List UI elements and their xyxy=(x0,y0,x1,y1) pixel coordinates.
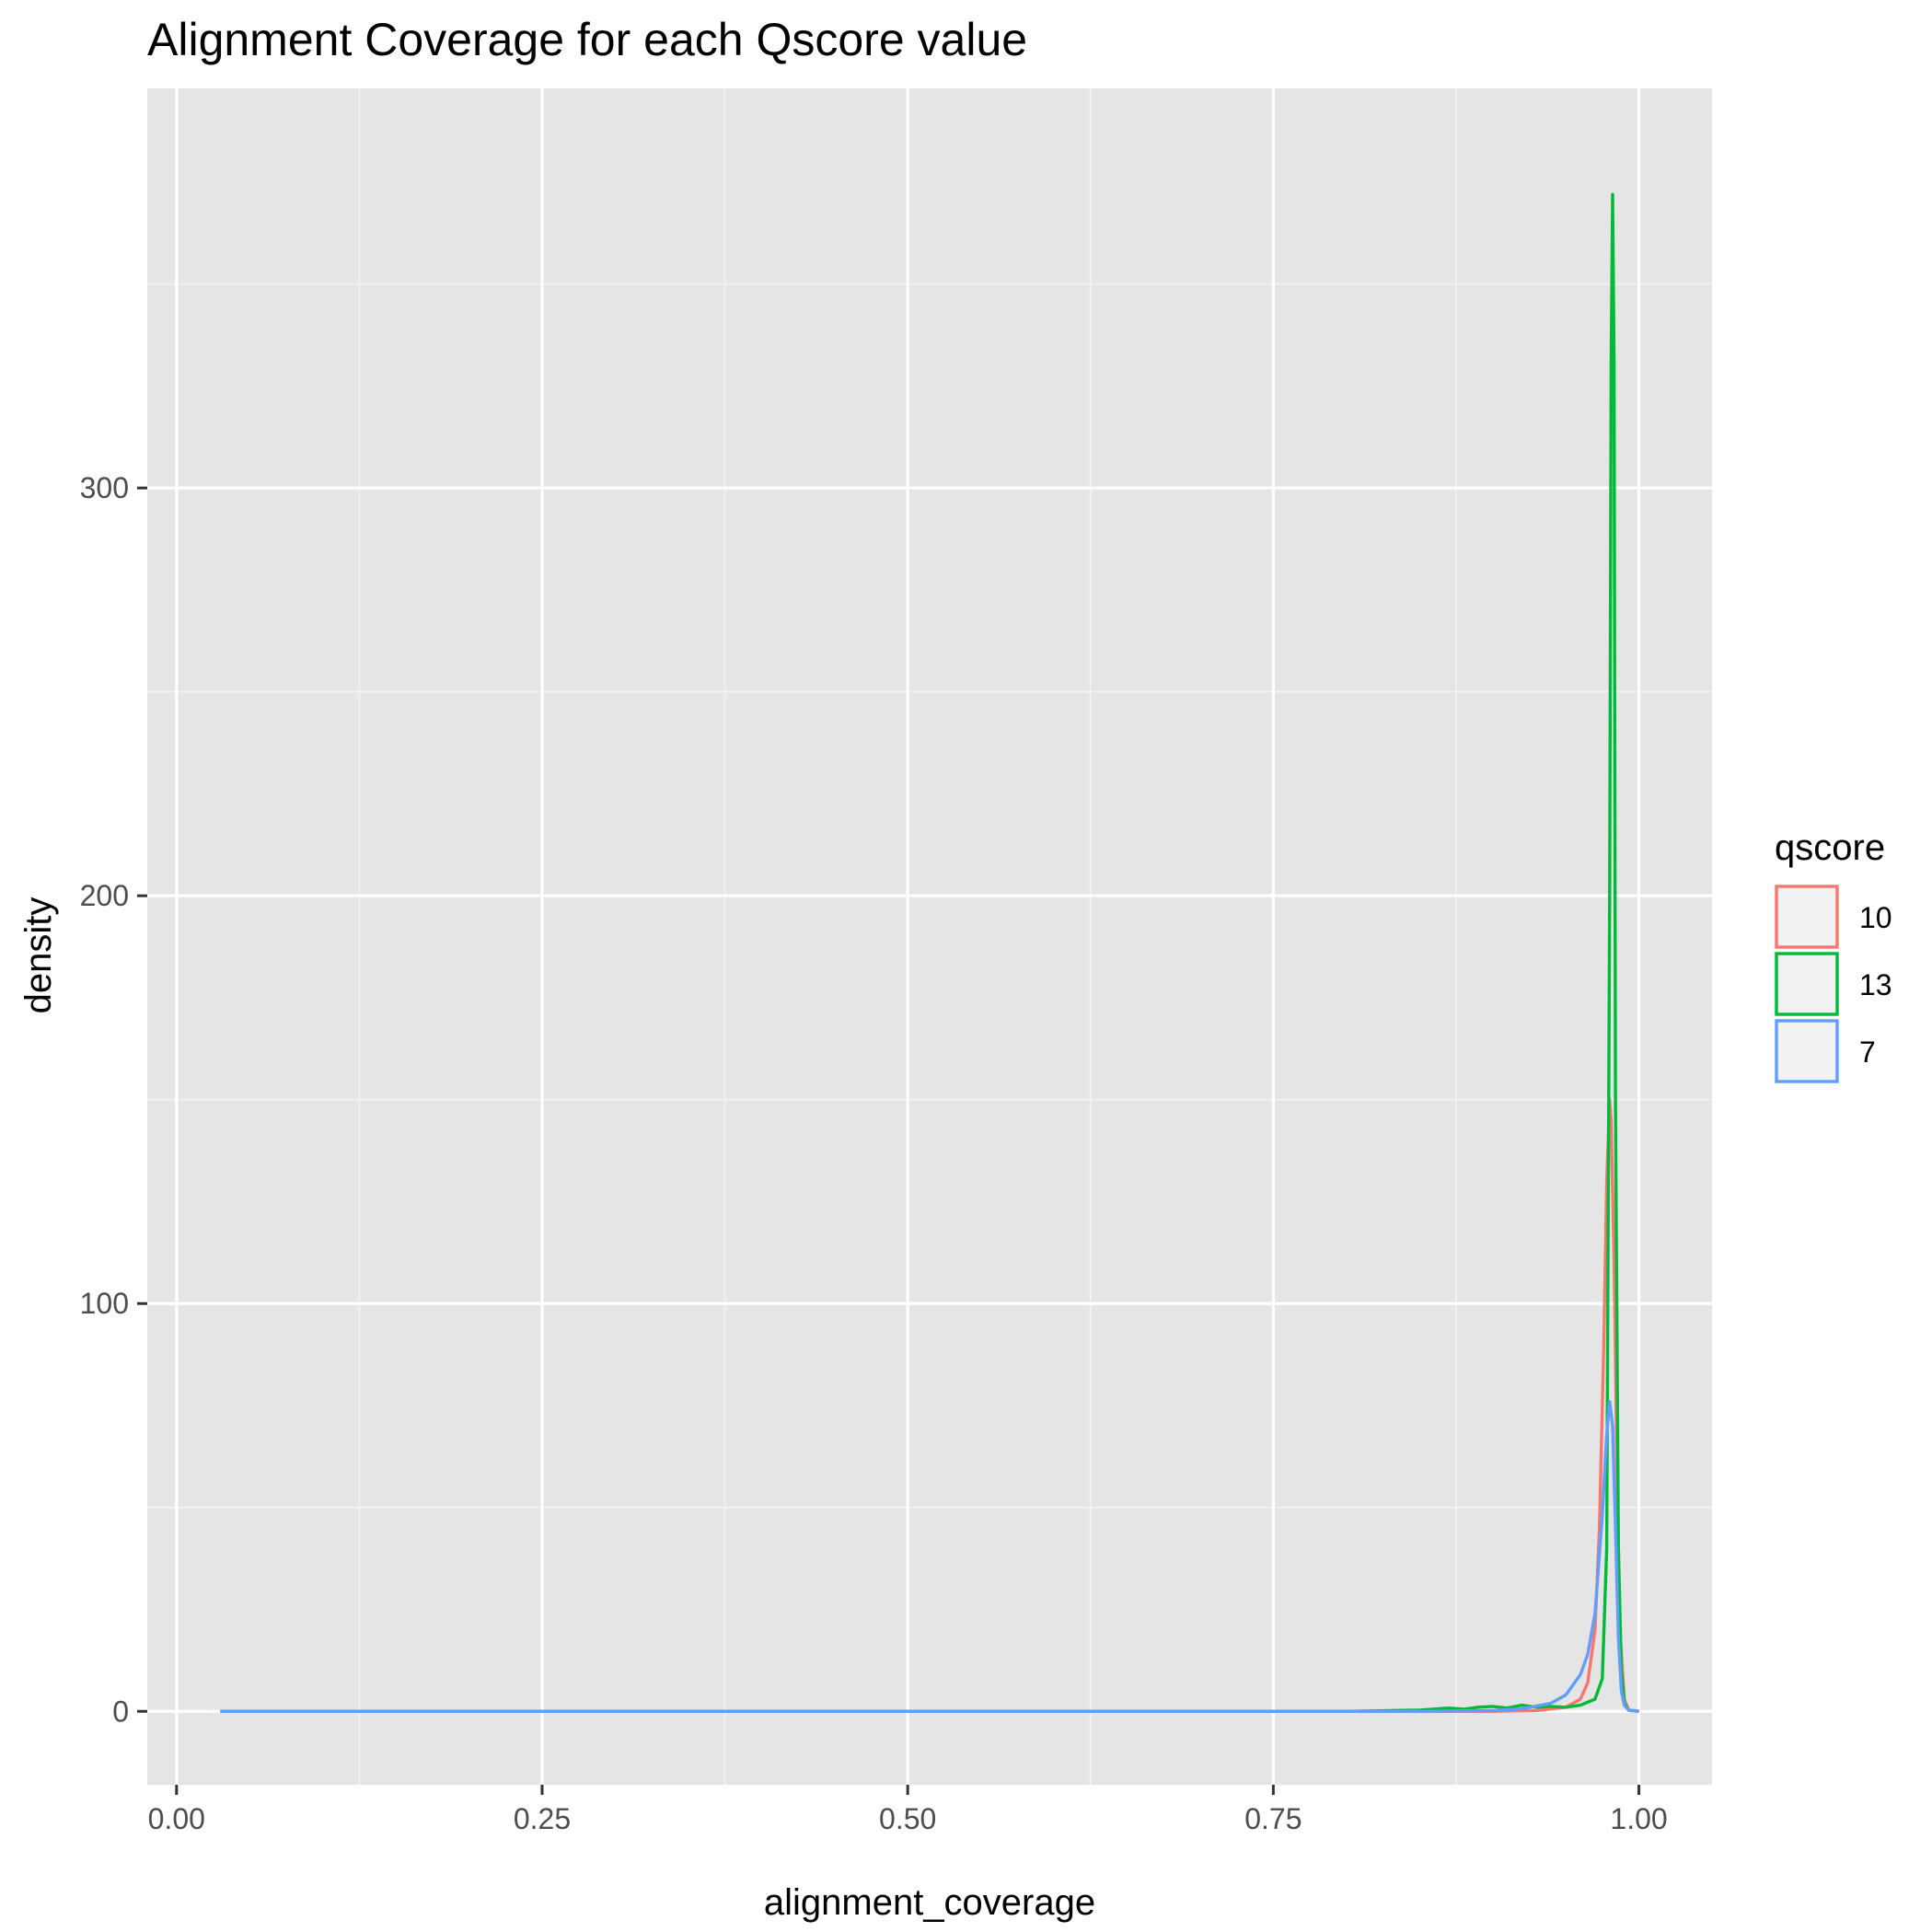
minor-gridlines xyxy=(147,88,1712,1785)
series-line-7 xyxy=(220,1399,1639,1714)
x-axis-title: alignment_coverage xyxy=(764,1882,1095,1923)
x-tick-label: 0.00 xyxy=(148,1802,205,1835)
legend-label-7: 7 xyxy=(1859,1035,1876,1069)
legend-label-13: 13 xyxy=(1859,968,1892,1001)
y-tick-label: 200 xyxy=(80,879,129,912)
x-tick-label: 0.50 xyxy=(879,1802,936,1835)
legend-key-7 xyxy=(1775,1019,1839,1083)
x-tick-label: 0.75 xyxy=(1244,1802,1301,1835)
x-axis: 0.00 0.25 0.50 0.75 1.00 xyxy=(148,1785,1668,1835)
chart-title: Alignment Coverage for each Qscore value xyxy=(147,14,1027,65)
legend-key-10 xyxy=(1775,885,1839,949)
x-tick-label: 1.00 xyxy=(1610,1802,1667,1835)
y-axis-title: density xyxy=(18,897,59,1014)
y-tick-label: 300 xyxy=(80,471,129,504)
y-tick-label: 0 xyxy=(112,1695,129,1728)
plot-panel xyxy=(147,88,1712,1785)
y-axis: 0 100 200 300 xyxy=(80,471,147,1728)
y-tick-label: 100 xyxy=(80,1287,129,1320)
legend-key-13 xyxy=(1775,952,1839,1016)
legend-label-10: 10 xyxy=(1859,901,1892,934)
series-lines xyxy=(220,192,1639,1714)
x-tick-label: 0.25 xyxy=(514,1802,571,1835)
legend: qscore 10 13 7 xyxy=(1775,827,1892,1083)
legend-title: qscore xyxy=(1775,827,1885,868)
